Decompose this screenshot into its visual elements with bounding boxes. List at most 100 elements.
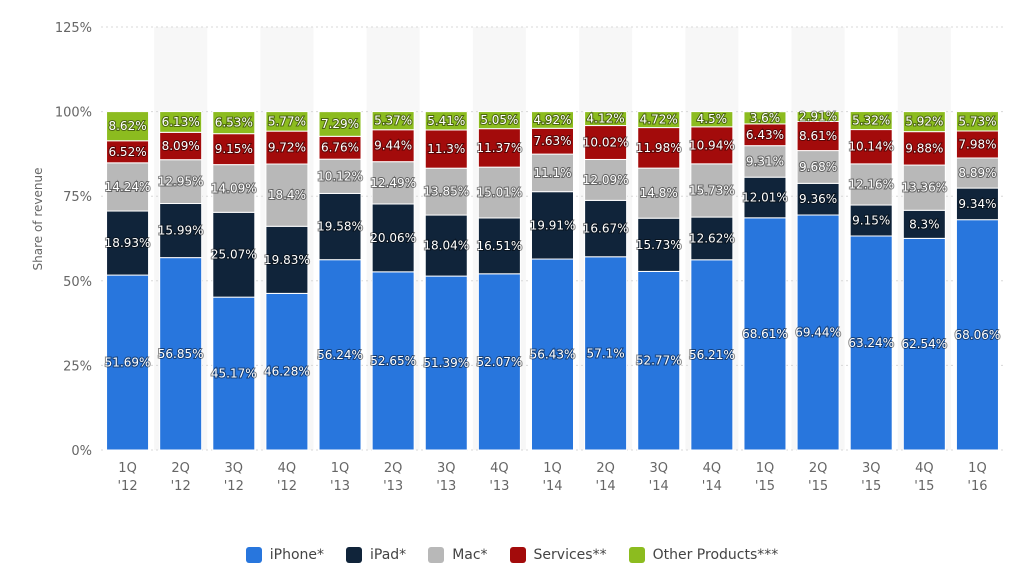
bar-segment	[159, 203, 203, 259]
bar-segment	[477, 111, 521, 130]
bar-segment	[212, 164, 256, 213]
bar-segment	[106, 210, 150, 276]
x-tick-label: '13	[436, 479, 456, 494]
data-label: 11.3%	[427, 142, 465, 156]
data-label: 18.93%	[105, 236, 151, 250]
y-tick-label: 100%	[55, 106, 92, 121]
data-label: 56.85%	[158, 347, 204, 361]
bar-segment	[690, 163, 734, 218]
bar-segment	[849, 111, 893, 131]
data-label: 12.95%	[158, 175, 204, 189]
data-label: 63.24%	[848, 336, 894, 350]
bar-segment	[106, 162, 150, 212]
bar-segment	[796, 182, 840, 216]
data-label: 5.41%	[427, 114, 465, 128]
data-label: 3.6%	[750, 111, 781, 125]
bar-segment	[902, 209, 946, 239]
data-label: 68.61%	[742, 327, 788, 341]
bar-segment	[584, 125, 628, 160]
data-label: 16.51%	[476, 239, 522, 253]
data-label: 45.17%	[211, 367, 257, 381]
data-label: 5.37%	[374, 114, 412, 128]
data-label: 4.5%	[697, 112, 728, 126]
data-label: 14.09%	[211, 181, 257, 195]
data-label: 52.65%	[370, 354, 416, 368]
bar-segment	[637, 217, 681, 272]
data-label: 9.34%	[958, 197, 996, 211]
data-label: 15.01%	[476, 186, 522, 200]
legend-swatch	[245, 547, 262, 563]
x-tick-label: '14	[542, 479, 562, 494]
data-label: 9.88%	[905, 141, 943, 155]
bar-segment	[743, 145, 787, 178]
bar-segment	[796, 150, 840, 184]
bar-segment	[531, 153, 574, 193]
x-tick-label: 1Q	[118, 461, 137, 476]
bar-segment	[159, 131, 203, 161]
data-label: 18.04%	[423, 239, 469, 253]
bar-segment	[955, 111, 999, 132]
x-tick-label: '12	[277, 479, 297, 494]
data-label: 6.13%	[162, 115, 200, 129]
data-label: 57.1%	[587, 346, 625, 360]
data-label: 19.58%	[317, 220, 363, 234]
legend-item[interactable]: Other Products***	[628, 547, 778, 563]
bar-segment	[637, 111, 681, 129]
bar-segment	[955, 130, 999, 159]
legend-item[interactable]: Services**	[509, 547, 607, 563]
bar-segment	[637, 270, 681, 451]
data-label: 20.06%	[370, 231, 416, 245]
x-tick-label: 4Q	[278, 461, 297, 476]
bar-segment	[477, 166, 521, 219]
data-label: 15.73%	[636, 238, 682, 252]
data-label: 9.31%	[746, 154, 784, 168]
data-label: 12.09%	[583, 173, 629, 187]
bar-segment	[584, 199, 628, 258]
x-tick-label: 3Q	[862, 461, 881, 476]
data-label: 8.61%	[799, 129, 837, 143]
data-label: 19.83%	[264, 253, 310, 267]
bar-segment	[690, 259, 734, 451]
y-tick-label: 50%	[63, 275, 92, 290]
bar-segment	[159, 159, 203, 205]
bar-segment	[743, 111, 787, 125]
data-label: 46.28%	[264, 365, 310, 379]
bar-segment	[902, 131, 946, 166]
x-tick-label: 1Q	[331, 461, 350, 476]
legend-item[interactable]: iPhone*	[245, 547, 324, 563]
bar-segment	[531, 258, 574, 451]
legend-swatch	[628, 547, 645, 563]
legend-item[interactable]: Mac*	[428, 547, 488, 563]
legend-swatch	[346, 547, 363, 563]
bar-segment	[477, 217, 521, 275]
legend-label: iPad*	[370, 547, 407, 563]
legend-label: Services**	[533, 547, 607, 563]
x-tick-label: 3Q	[225, 461, 244, 476]
bar-segment	[531, 111, 574, 129]
legend-swatch	[428, 547, 445, 563]
bar-segment	[265, 292, 309, 451]
data-label: 9.15%	[852, 214, 890, 228]
bar-segment	[902, 237, 946, 451]
data-label: 5.73%	[958, 114, 996, 128]
data-label: 5.92%	[905, 115, 943, 129]
data-label: 56.21%	[689, 348, 735, 362]
data-label: 25.07%	[211, 248, 257, 262]
bar-segment	[159, 257, 203, 451]
data-label: 18.4%	[268, 188, 306, 202]
bar-segment	[265, 225, 309, 294]
bar-segment	[318, 111, 362, 137]
data-label: 4.72%	[640, 113, 678, 127]
data-label: 7.29%	[321, 117, 359, 131]
bar-segment	[637, 127, 681, 169]
legend-swatch	[509, 547, 526, 563]
x-tick-label: '15	[755, 479, 775, 494]
data-label: 69.44%	[795, 326, 841, 340]
bar-segment	[265, 111, 309, 132]
bar-segment	[212, 111, 256, 135]
data-label: 4.12%	[587, 112, 625, 126]
bar-segment	[424, 111, 468, 131]
y-tick-label: 75%	[63, 190, 92, 205]
data-label: 12.62%	[689, 231, 735, 245]
legend-item[interactable]: iPad*	[346, 547, 406, 563]
